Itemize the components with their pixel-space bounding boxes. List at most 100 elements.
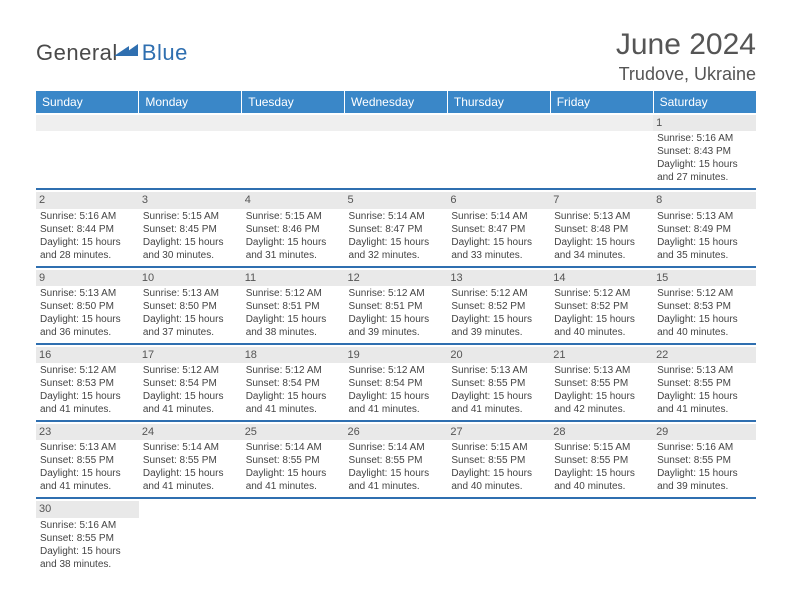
- day-number: 7: [550, 192, 653, 208]
- calendar-day-cell: 6Sunrise: 5:14 AMSunset: 8:47 PMDaylight…: [447, 189, 550, 266]
- sunrise-text: Sunrise: 5:13 AM: [657, 364, 752, 377]
- sunset-text: Sunset: 8:53 PM: [40, 377, 135, 390]
- day-number: 27: [447, 424, 550, 440]
- calendar-day-cell: 3Sunrise: 5:15 AMSunset: 8:45 PMDaylight…: [139, 189, 242, 266]
- day-number: 21: [550, 347, 653, 363]
- day-number: 3: [139, 192, 242, 208]
- sunrise-text: Sunrise: 5:12 AM: [657, 287, 752, 300]
- sunset-text: Sunset: 8:51 PM: [349, 300, 444, 313]
- daylight-text: Daylight: 15 hours and 28 minutes.: [40, 236, 135, 262]
- page-header: General Blue June 2024 Trudove, Ukraine: [36, 28, 756, 85]
- sunrise-text: Sunrise: 5:13 AM: [40, 441, 135, 454]
- day-number: 29: [653, 424, 756, 440]
- sunrise-text: Sunrise: 5:15 AM: [143, 210, 238, 223]
- calendar-week-row: 1Sunrise: 5:16 AMSunset: 8:43 PMDaylight…: [36, 113, 756, 189]
- calendar-day-cell: [653, 498, 756, 574]
- calendar-week-row: 9Sunrise: 5:13 AMSunset: 8:50 PMDaylight…: [36, 267, 756, 344]
- weekday-header: Sunday: [36, 91, 139, 113]
- calendar-day-cell: 17Sunrise: 5:12 AMSunset: 8:54 PMDayligh…: [139, 344, 242, 421]
- sunrise-text: Sunrise: 5:16 AM: [657, 132, 752, 145]
- daylight-text: Daylight: 15 hours and 38 minutes.: [40, 545, 135, 571]
- title-block: June 2024 Trudove, Ukraine: [616, 28, 756, 85]
- sunset-text: Sunset: 8:51 PM: [246, 300, 341, 313]
- sunset-text: Sunset: 8:55 PM: [657, 377, 752, 390]
- sunset-text: Sunset: 8:48 PM: [554, 223, 649, 236]
- day-number: 20: [447, 347, 550, 363]
- daylight-text: Daylight: 15 hours and 41 minutes.: [40, 390, 135, 416]
- sunset-text: Sunset: 8:52 PM: [554, 300, 649, 313]
- calendar-day-cell: 13Sunrise: 5:12 AMSunset: 8:52 PMDayligh…: [447, 267, 550, 344]
- daynum-blank: [139, 115, 242, 131]
- calendar-day-cell: 19Sunrise: 5:12 AMSunset: 8:54 PMDayligh…: [345, 344, 448, 421]
- sunset-text: Sunset: 8:50 PM: [40, 300, 135, 313]
- calendar-day-cell: 23Sunrise: 5:13 AMSunset: 8:55 PMDayligh…: [36, 421, 139, 498]
- sunset-text: Sunset: 8:54 PM: [349, 377, 444, 390]
- calendar-day-cell: 27Sunrise: 5:15 AMSunset: 8:55 PMDayligh…: [447, 421, 550, 498]
- daylight-text: Daylight: 15 hours and 40 minutes.: [554, 313, 649, 339]
- day-number: 4: [242, 192, 345, 208]
- month-title: June 2024: [616, 28, 756, 62]
- sunrise-text: Sunrise: 5:13 AM: [554, 210, 649, 223]
- sunset-text: Sunset: 8:54 PM: [246, 377, 341, 390]
- daynum-blank: [242, 115, 345, 131]
- sunset-text: Sunset: 8:50 PM: [143, 300, 238, 313]
- sunrise-text: Sunrise: 5:14 AM: [246, 441, 341, 454]
- daynum-blank: [447, 115, 550, 131]
- sunrise-text: Sunrise: 5:15 AM: [246, 210, 341, 223]
- sunrise-text: Sunrise: 5:16 AM: [40, 210, 135, 223]
- location-label: Trudove, Ukraine: [616, 64, 756, 85]
- daylight-text: Daylight: 15 hours and 41 minutes.: [246, 467, 341, 493]
- calendar-day-cell: [447, 113, 550, 189]
- day-number: 14: [550, 270, 653, 286]
- sunset-text: Sunset: 8:44 PM: [40, 223, 135, 236]
- sunrise-text: Sunrise: 5:12 AM: [246, 287, 341, 300]
- sunrise-text: Sunrise: 5:15 AM: [451, 441, 546, 454]
- daylight-text: Daylight: 15 hours and 40 minutes.: [554, 467, 649, 493]
- sunset-text: Sunset: 8:55 PM: [143, 454, 238, 467]
- daylight-text: Daylight: 15 hours and 41 minutes.: [246, 390, 341, 416]
- calendar-day-cell: [550, 498, 653, 574]
- logo-text-accent: Blue: [142, 40, 188, 66]
- sunset-text: Sunset: 8:55 PM: [40, 454, 135, 467]
- daylight-text: Daylight: 15 hours and 41 minutes.: [451, 390, 546, 416]
- sunset-text: Sunset: 8:46 PM: [246, 223, 341, 236]
- daylight-text: Daylight: 15 hours and 27 minutes.: [657, 158, 752, 184]
- day-number: 6: [447, 192, 550, 208]
- sunset-text: Sunset: 8:52 PM: [451, 300, 546, 313]
- sunrise-text: Sunrise: 5:14 AM: [143, 441, 238, 454]
- sunrise-text: Sunrise: 5:13 AM: [143, 287, 238, 300]
- calendar-day-cell: [242, 113, 345, 189]
- daylight-text: Daylight: 15 hours and 40 minutes.: [451, 467, 546, 493]
- calendar-week-row: 16Sunrise: 5:12 AMSunset: 8:53 PMDayligh…: [36, 344, 756, 421]
- logo: General Blue: [36, 38, 188, 67]
- logo-text-main: General: [36, 40, 118, 66]
- calendar-day-cell: [139, 498, 242, 574]
- daylight-text: Daylight: 15 hours and 32 minutes.: [349, 236, 444, 262]
- weekday-header: Thursday: [447, 91, 550, 113]
- day-number: 19: [345, 347, 448, 363]
- daylight-text: Daylight: 15 hours and 34 minutes.: [554, 236, 649, 262]
- sunset-text: Sunset: 8:55 PM: [40, 532, 135, 545]
- day-number: 11: [242, 270, 345, 286]
- day-number: 9: [36, 270, 139, 286]
- calendar-day-cell: [36, 113, 139, 189]
- daylight-text: Daylight: 15 hours and 39 minutes.: [349, 313, 444, 339]
- daylight-text: Daylight: 15 hours and 30 minutes.: [143, 236, 238, 262]
- calendar-day-cell: 2Sunrise: 5:16 AMSunset: 8:44 PMDaylight…: [36, 189, 139, 266]
- sunrise-text: Sunrise: 5:13 AM: [451, 364, 546, 377]
- sunset-text: Sunset: 8:49 PM: [657, 223, 752, 236]
- weekday-header: Monday: [139, 91, 242, 113]
- sunset-text: Sunset: 8:47 PM: [349, 223, 444, 236]
- day-number: 13: [447, 270, 550, 286]
- weekday-header: Wednesday: [345, 91, 448, 113]
- sunrise-text: Sunrise: 5:12 AM: [451, 287, 546, 300]
- daylight-text: Daylight: 15 hours and 41 minutes.: [349, 467, 444, 493]
- calendar-day-cell: 14Sunrise: 5:12 AMSunset: 8:52 PMDayligh…: [550, 267, 653, 344]
- daynum-blank: [345, 115, 448, 131]
- sunset-text: Sunset: 8:43 PM: [657, 145, 752, 158]
- day-number: 26: [345, 424, 448, 440]
- calendar-day-cell: [447, 498, 550, 574]
- daylight-text: Daylight: 15 hours and 39 minutes.: [657, 467, 752, 493]
- sunrise-text: Sunrise: 5:12 AM: [143, 364, 238, 377]
- calendar-day-cell: 28Sunrise: 5:15 AMSunset: 8:55 PMDayligh…: [550, 421, 653, 498]
